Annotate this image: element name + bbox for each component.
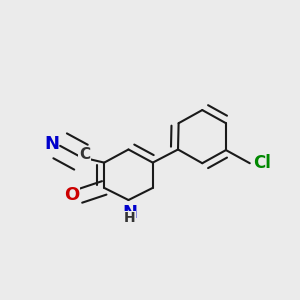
Text: N: N <box>44 135 59 153</box>
Text: O: O <box>64 186 79 204</box>
Text: N: N <box>122 204 137 222</box>
Text: C: C <box>79 147 90 162</box>
Text: Cl: Cl <box>253 154 271 172</box>
Text: H: H <box>124 211 135 225</box>
